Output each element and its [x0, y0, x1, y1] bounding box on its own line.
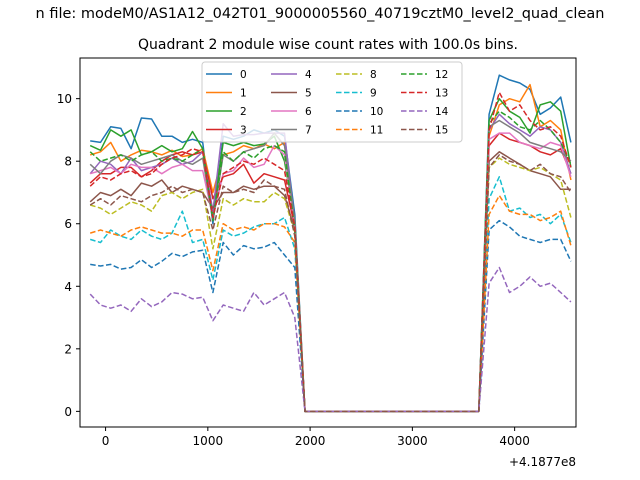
legend-label-12: 12 [435, 69, 448, 81]
legend-label-14: 14 [435, 106, 449, 118]
legend-frame [201, 61, 463, 143]
x-tick-label: 2000 [295, 434, 326, 448]
legend-label-7: 7 [305, 125, 312, 137]
legend-label-13: 13 [435, 88, 448, 100]
legend-label-15: 15 [435, 125, 448, 137]
legend-label-2: 2 [240, 106, 247, 118]
legend-label-11: 11 [370, 125, 383, 137]
x-tick-label: 0 [102, 434, 110, 448]
y-tick-label: 6 [64, 217, 72, 231]
legend-label-10: 10 [370, 106, 383, 118]
axes-ticks: 0 1000 2000 3000 4000 0 2 4 6 8 10 [57, 92, 530, 448]
y-tick-label: 4 [64, 280, 72, 294]
legend-label-4: 4 [305, 69, 312, 81]
legend-label-3: 3 [240, 125, 247, 137]
legend-label-8: 8 [370, 69, 377, 81]
legend-label-0: 0 [240, 69, 247, 81]
y-tick-label: 2 [64, 342, 72, 356]
series-line-15 [89, 154, 572, 413]
legend-label-5: 5 [305, 88, 312, 100]
y-tick-label: 8 [64, 155, 72, 169]
x-tick-label: 1000 [193, 434, 224, 448]
x-tick-label: 3000 [397, 434, 428, 448]
y-tick-label: 0 [64, 405, 72, 419]
figure-suptitle: n file: modeM0/AS1A12_042T01_9000005560_… [36, 6, 605, 22]
legend-label-6: 6 [305, 106, 312, 118]
x-offset-label: +4.1877e8 [509, 455, 576, 469]
y-tick-label: 10 [57, 92, 72, 106]
legend-label-1: 1 [240, 88, 247, 100]
legend-label-9: 9 [370, 88, 377, 100]
plot-area-frame [79, 57, 577, 428]
series-lines [89, 74, 572, 413]
chart-title: Quadrant 2 module wise count rates with … [138, 37, 518, 53]
x-tick-label: 4000 [499, 434, 530, 448]
